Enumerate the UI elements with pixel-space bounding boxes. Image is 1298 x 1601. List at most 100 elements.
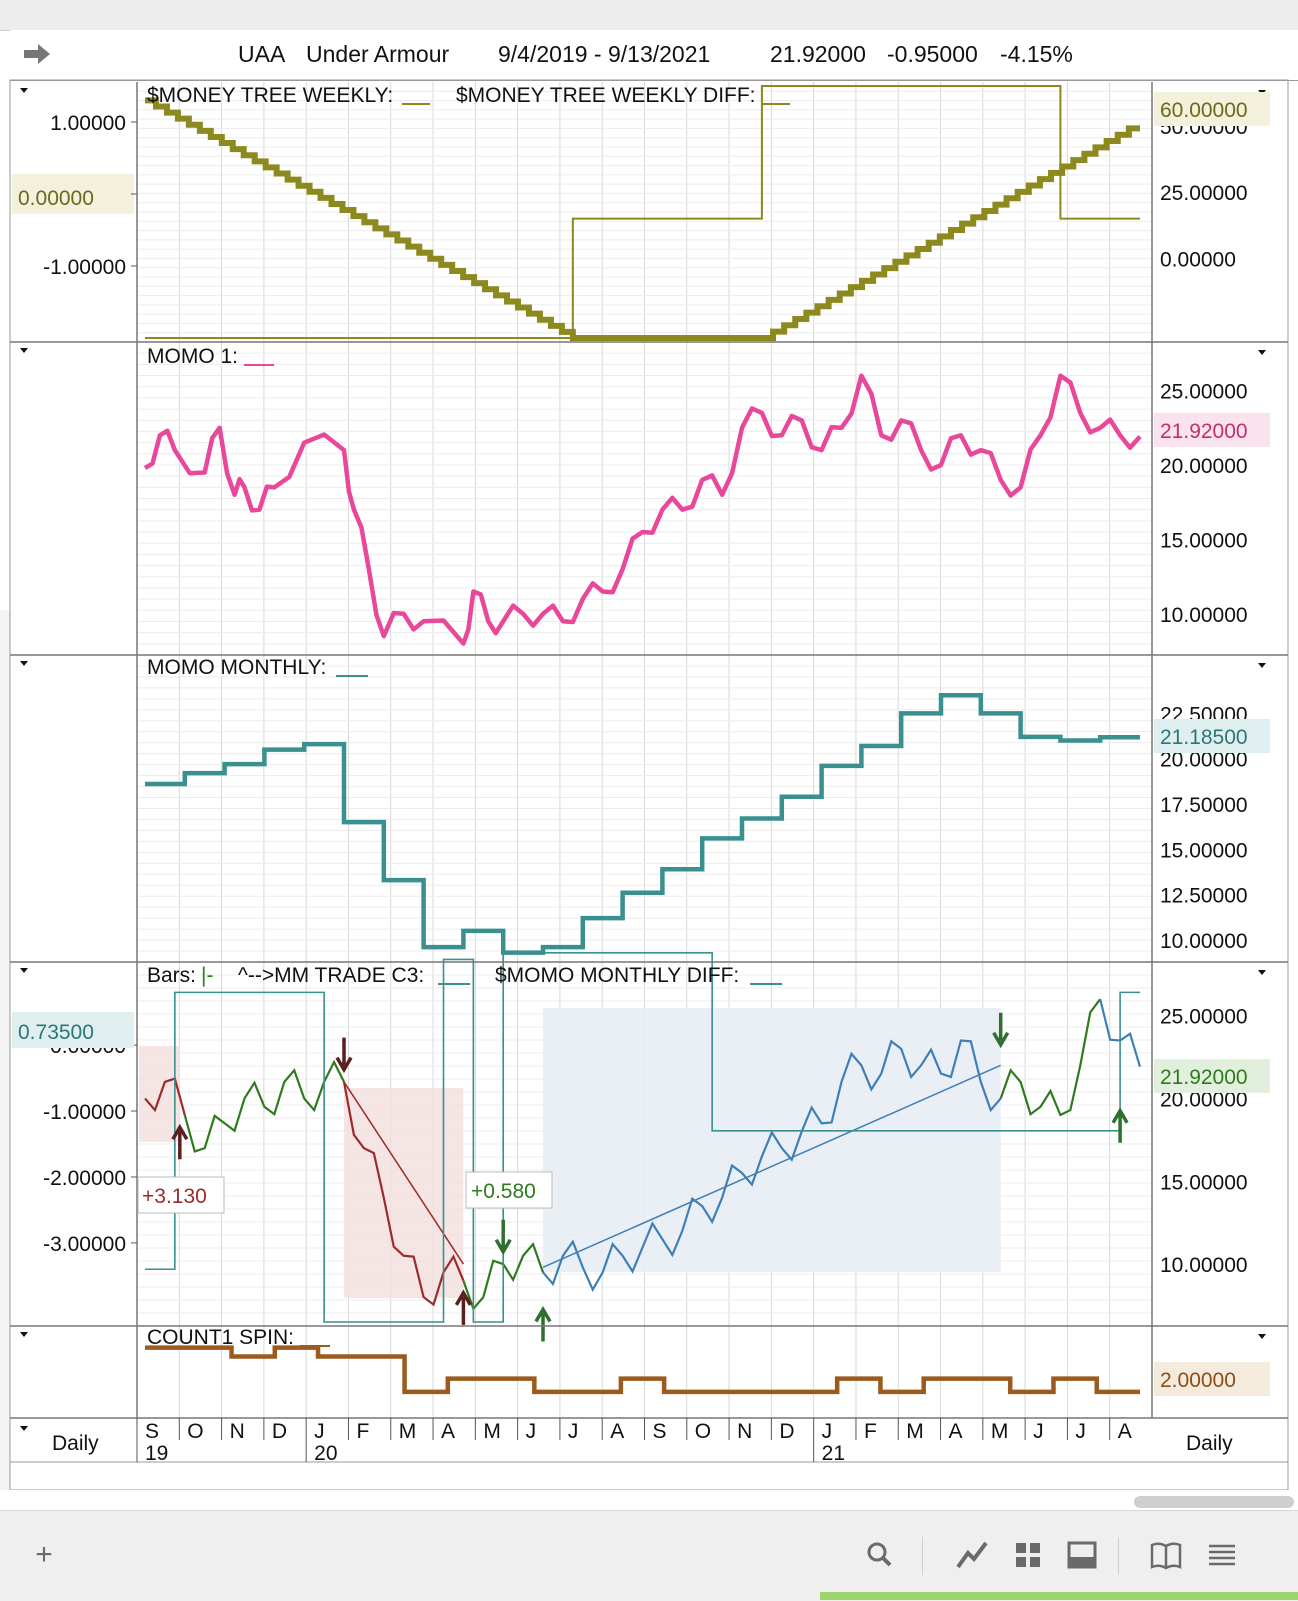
right-highlight-value-bg: [1154, 92, 1270, 126]
month-label: O: [187, 1420, 203, 1443]
horizontal-scrollbar[interactable]: [1134, 1496, 1294, 1508]
month-label: S: [653, 1420, 667, 1443]
panel-menu-left-icon: [20, 348, 28, 353]
right-tick-label: 25.00000: [1160, 182, 1248, 205]
month-label: M: [483, 1420, 501, 1443]
toolbar-separator: [1118, 1537, 1119, 1575]
month-label: J: [568, 1420, 579, 1443]
right-highlight-value: 21.92000: [1160, 1066, 1248, 1089]
trade-label-bg: [465, 1171, 553, 1209]
arrow-down-icon: [992, 1012, 1010, 1049]
panel-layout-icon[interactable]: [1064, 1537, 1100, 1573]
panel-menu-left-icon: [20, 88, 28, 93]
momo1-line: [143, 373, 1142, 646]
right-tick-label: 15.00000: [1160, 839, 1248, 862]
month-label: M: [906, 1420, 924, 1443]
chart-area: $MONEY TREE WEEKLY: $MONEY TREE WEEKLY DI…: [9, 79, 1289, 1490]
arrow-up-icon: [454, 1289, 472, 1325]
trade-profit-label: +0.580: [471, 1180, 536, 1203]
month-label: S: [145, 1420, 159, 1443]
status-strip: [820, 1592, 1298, 1600]
momo-monthly-diff-line: [145, 952, 1140, 1323]
month-label: J: [1033, 1420, 1044, 1443]
left-tick-label: -1.00000: [43, 256, 126, 279]
panel-menu-left-icon: [20, 1332, 28, 1337]
month-label: J: [314, 1420, 325, 1443]
book-icon[interactable]: [1148, 1537, 1184, 1573]
timeframe-right: Daily: [1186, 1432, 1233, 1455]
price-bars-green: [999, 998, 1102, 1117]
trade-region: [139, 1046, 180, 1142]
left-highlight-value: 0.00000: [18, 187, 94, 210]
symbol-text: UAA: [238, 41, 286, 67]
mm-trade-legend: ^-->MM TRADE C3:: [238, 964, 424, 987]
left-tick-label: 1.00000: [50, 112, 126, 135]
list-icon[interactable]: [1204, 1537, 1240, 1573]
arrow-right-icon[interactable]: [22, 42, 52, 66]
price-change: -0.95000: [887, 41, 978, 67]
toolbar-separator: [922, 1537, 923, 1575]
month-label: F: [356, 1420, 369, 1443]
arrow-up-icon: [534, 1305, 552, 1342]
company-name: Under Armour: [306, 41, 450, 67]
right-tick-label: 10.00000: [1160, 930, 1248, 953]
trade-trendline: [542, 1064, 1002, 1269]
left-tick-label: -2.00000: [43, 1167, 126, 1190]
month-label: F: [864, 1420, 877, 1443]
month-label: M: [399, 1420, 417, 1443]
trade-profit-label: +3.130: [142, 1185, 207, 1208]
date-range: 9/4/2019 - 9/13/2021: [498, 41, 711, 67]
money-tree-diff-line: [145, 85, 1140, 339]
right-tick-label: 20.00000: [1160, 749, 1248, 772]
panel-menu-right-icon: [1258, 1334, 1266, 1339]
right-tick-label: 15.00000: [1160, 1171, 1248, 1194]
month-label: J: [822, 1420, 833, 1443]
panel-menu-right-icon: [1258, 350, 1266, 355]
price-bars-green: [183, 1059, 345, 1153]
month-label: D: [779, 1420, 794, 1443]
right-tick-label: 20.00000: [1160, 1088, 1248, 1111]
timeframe-left: Daily: [52, 1432, 99, 1455]
grid-layout-icon[interactable]: [1010, 1537, 1046, 1573]
bars-legend: Bars:: [147, 964, 196, 987]
right-highlight-value-bg: [1154, 1059, 1270, 1093]
month-label: A: [949, 1420, 963, 1443]
last-price: 21.92000: [770, 41, 866, 67]
left-tick-label: -1.00000: [43, 1101, 126, 1124]
left-gutter: [0, 610, 10, 1490]
trade-region: [344, 1088, 464, 1298]
month-label: N: [737, 1420, 752, 1443]
add-icon[interactable]: +: [35, 1538, 53, 1571]
money-tree-diff-legend: $MONEY TREE WEEKLY DIFF:: [456, 84, 756, 107]
money-tree-legend: $MONEY TREE WEEKLY:: [147, 84, 393, 107]
line-chart-icon[interactable]: [954, 1537, 990, 1573]
search-icon[interactable]: [862, 1537, 898, 1573]
trade-region: [543, 1008, 1001, 1272]
right-tick-label: 10.00000: [1160, 1254, 1248, 1277]
year-label: 20: [314, 1442, 337, 1465]
right-highlight-value-bg: [1154, 719, 1270, 753]
right-tick-label: 20.00000: [1160, 455, 1248, 478]
price-bars-red: [144, 1077, 186, 1116]
bottom-toolbar: +: [0, 1510, 1298, 1601]
panel-menu-left-icon: [20, 968, 28, 973]
left-highlight-value-bg: [12, 174, 134, 214]
year-label: 21: [822, 1442, 845, 1465]
momo-monthly-legend: MOMO MONTHLY:: [147, 656, 326, 679]
month-label: A: [441, 1420, 455, 1443]
panel-frames: [9, 79, 1289, 1490]
right-highlight-value-bg: [1154, 413, 1270, 447]
right-tick-label: 0.00000: [1160, 248, 1236, 271]
right-tick-label: 12.50000: [1160, 885, 1248, 908]
month-label: O: [695, 1420, 711, 1443]
panel-menu-left-icon: [20, 661, 28, 666]
right-highlight-value-bg: [1154, 1362, 1270, 1396]
arrow-down-icon: [494, 1219, 512, 1256]
arrow-up-icon: [1111, 1107, 1129, 1143]
momo-diff-legend: $MOMO MONTHLY DIFF:: [495, 964, 739, 987]
bars-legend-symbol: |-: [201, 964, 213, 987]
right-tick-label: 25.00000: [1160, 1006, 1248, 1029]
count-spin-legend: COUNT1 SPIN:: [147, 1326, 294, 1349]
count-spin-line: [145, 1345, 1140, 1395]
arrow-up-icon: [171, 1123, 189, 1160]
